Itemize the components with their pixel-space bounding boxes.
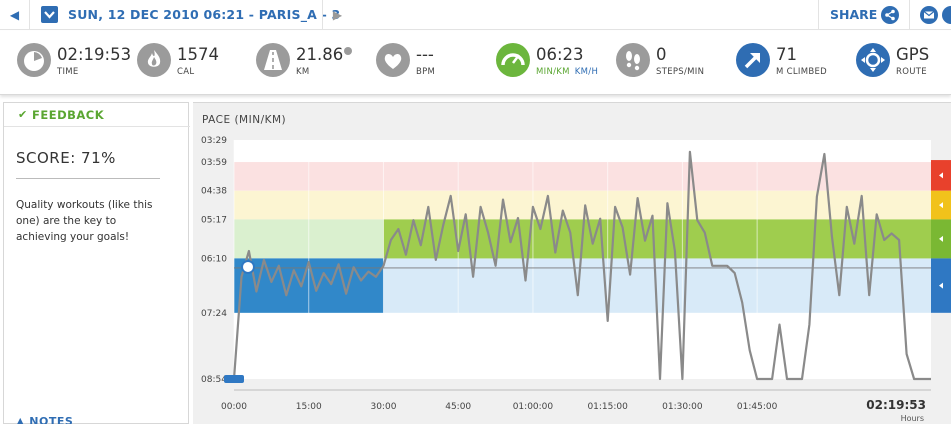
distance-value: 21.86 [296, 45, 344, 64]
gps-label: ROUTE [896, 67, 927, 77]
road-icon [256, 43, 290, 77]
chevron-right-icon: ▶ [332, 8, 343, 22]
y-tick-label: 05:17 [201, 215, 227, 225]
y-tick-label: 04:38 [201, 187, 227, 197]
pace-unit-min-km[interactable]: MIN/KM [536, 67, 570, 77]
chart-title: PACE (MIN/KM) [202, 114, 287, 126]
heart-rate-value: --- [416, 45, 434, 64]
stopwatch-icon [17, 43, 51, 77]
y-tick-label: 07:24 [201, 309, 227, 319]
pace-line [232, 150, 931, 381]
chart-duration-unit: Hours [900, 414, 924, 423]
zone-yellow [234, 190, 931, 220]
chevron-down-icon: ✔ [18, 108, 28, 121]
climb-label: M CLIMBED [776, 67, 827, 77]
zone-marker-arrow [939, 235, 943, 242]
y-tick-label: 03:29 [201, 136, 227, 146]
pace-chart[interactable]: 03:29 03:59 04:38 05:17 06:10 07:24 08:54 00:00… [193, 103, 951, 424]
mail-icon[interactable] [920, 6, 938, 24]
x-tick-label: 01:00:00 [513, 402, 554, 412]
x-tick-label: 01:45:00 [737, 402, 778, 412]
x-tick-label: 15:00 [296, 402, 322, 412]
feedback-title[interactable]: FEEDBACK [32, 108, 105, 122]
crosshair-icon[interactable] [856, 43, 890, 77]
heart-rate-label: BPM [416, 67, 436, 77]
zone-marker-arrow [939, 172, 943, 179]
notes-header[interactable]: ▲ NOTES [16, 415, 73, 424]
calories-label: CAL [177, 67, 195, 77]
timeline-handle [224, 375, 244, 383]
zone-red [234, 162, 931, 191]
flame-icon [137, 43, 171, 77]
steps-label: STEPS/MIN [656, 67, 705, 77]
top-bar: ◀ SUN, 12 DEC 2010 06:21 - PARIS_A - 3 ▶… [0, 0, 951, 30]
footprints-icon [616, 43, 650, 77]
feedback-panel: ✔ FEEDBACK SCORE: 71% Quality workouts (… [3, 102, 190, 424]
chart-duration: 02:19:53 [866, 398, 926, 412]
chevron-down-icon [44, 11, 55, 19]
x-tick-label: 01:15:00 [587, 402, 628, 412]
next-workout-button[interactable]: ▶ [322, 0, 352, 30]
y-tick-label: 08:54 [201, 375, 227, 385]
pace-chart-panel: 03:29 03:59 04:38 05:17 06:10 07:24 08:54 00:00… [193, 102, 951, 424]
calories-value: 1574 [177, 45, 219, 64]
divider [16, 178, 160, 179]
zone-marker-arrow [939, 282, 943, 289]
x-tick-label: 01:30:00 [662, 402, 703, 412]
start-marker [241, 259, 255, 274]
previous-workout-button[interactable]: ◀ [0, 0, 30, 30]
climb-value: 71 [776, 45, 797, 64]
edit-pencil-icon[interactable] [344, 47, 352, 55]
social-icon[interactable] [942, 6, 951, 24]
pace-unit-km-h[interactable]: KM/H [574, 67, 599, 77]
share-label: SHARE [830, 7, 878, 22]
share-button[interactable]: SHARE [818, 0, 910, 30]
y-tick-label: 06:10 [201, 254, 227, 264]
heart-icon [376, 43, 410, 77]
feedback-score: SCORE: 71% [16, 149, 116, 167]
notes-title[interactable]: NOTES [29, 415, 74, 424]
workout-title[interactable]: SUN, 12 DEC 2010 06:21 - PARIS_A - 3 [68, 7, 341, 22]
time-value: 02:19:53 [57, 45, 132, 64]
stats-bar: 02:19:53 TIME 1574 CAL 21.86 KM - [0, 31, 951, 95]
gps-value: GPS [896, 45, 930, 64]
x-tick-label: 45:00 [445, 402, 471, 412]
time-label: TIME [57, 67, 79, 77]
x-tick-label: 30:00 [370, 402, 396, 412]
share-icon [881, 6, 899, 24]
steps-value: 0 [656, 45, 667, 64]
pace-unit-toggle[interactable]: MIN/KM KM/H [536, 67, 598, 77]
gauge-icon [496, 43, 530, 77]
target-zone-green [383, 219, 932, 259]
distance-label: KM [296, 67, 310, 77]
feedback-header[interactable]: ✔ FEEDBACK [4, 103, 190, 127]
zone-marker-arrow [939, 202, 943, 209]
arrow-up-right-icon [736, 43, 770, 77]
chevron-left-icon: ◀ [9, 8, 20, 22]
feedback-text: Quality workouts (like this one) are the… [16, 199, 153, 243]
workout-dropdown-button[interactable] [41, 6, 58, 23]
y-tick-label: 03:59 [201, 158, 227, 168]
x-tick-label: 00:00 [221, 402, 247, 412]
pace-value: 06:23 [536, 45, 584, 64]
